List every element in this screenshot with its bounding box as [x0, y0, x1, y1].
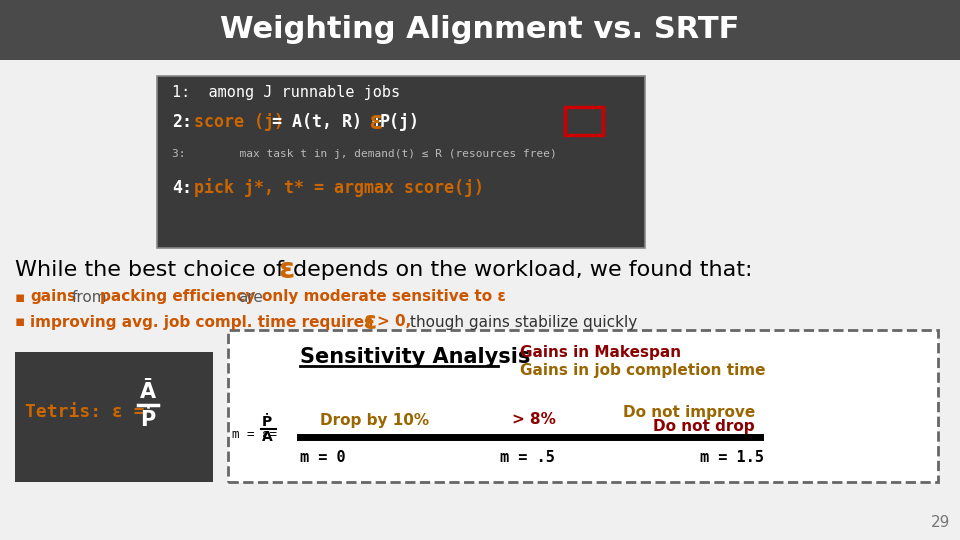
Text: Do not drop: Do not drop	[654, 420, 755, 435]
Text: ▪: ▪	[15, 314, 25, 329]
Text: > 0,: > 0,	[377, 314, 411, 329]
Text: m = .5: m = .5	[500, 450, 555, 465]
Text: m = 0: m = 0	[300, 450, 346, 465]
Text: P(j): P(j)	[380, 113, 420, 131]
Text: ε: ε	[278, 256, 295, 284]
Text: Drop by 10%: Drop by 10%	[320, 413, 429, 428]
Text: packing efficiency: packing efficiency	[100, 289, 255, 305]
Text: ▪: ▪	[15, 289, 25, 305]
Text: m = 1.5: m = 1.5	[700, 450, 764, 465]
Text: ε: ε	[368, 110, 383, 134]
Text: Ā: Ā	[140, 382, 156, 402]
Text: Weighting Alignment vs. SRTF: Weighting Alignment vs. SRTF	[220, 16, 740, 44]
Text: 2:: 2:	[172, 113, 192, 131]
Text: only moderate sensitive to ε: only moderate sensitive to ε	[262, 289, 506, 305]
Text: are: are	[238, 289, 263, 305]
Text: Sensitivity Analysis: Sensitivity Analysis	[300, 347, 530, 367]
Text: Do not improve: Do not improve	[623, 404, 755, 420]
Text: > 8%: > 8%	[512, 413, 556, 428]
Text: ε: ε	[364, 310, 377, 334]
Text: Ā: Ā	[262, 430, 273, 444]
Text: from: from	[72, 289, 108, 305]
Text: Ṗ: Ṗ	[262, 415, 273, 429]
Text: depends on the workload, we found that:: depends on the workload, we found that:	[293, 260, 753, 280]
Text: though gains stabilize quickly: though gains stabilize quickly	[410, 314, 637, 329]
FancyBboxPatch shape	[0, 0, 960, 60]
FancyBboxPatch shape	[15, 352, 213, 482]
Text: = A(t, R) +: = A(t, R) +	[272, 113, 382, 131]
Text: 29: 29	[930, 515, 950, 530]
FancyBboxPatch shape	[228, 330, 938, 482]
Text: While the best choice of: While the best choice of	[15, 260, 284, 280]
Text: Gains in Makespan: Gains in Makespan	[520, 345, 682, 360]
Text: Gains in job completion time: Gains in job completion time	[520, 362, 765, 377]
Text: improving avg. job compl. time requires: improving avg. job compl. time requires	[30, 314, 373, 329]
FancyBboxPatch shape	[157, 76, 645, 248]
Text: 4:: 4:	[172, 179, 192, 197]
Text: score (j): score (j)	[194, 113, 284, 131]
Text: Tetris: ε =: Tetris: ε =	[25, 403, 145, 421]
Text: pick j*, t* = argmax score(j): pick j*, t* = argmax score(j)	[194, 179, 484, 198]
Text: Ṗ: Ṗ	[140, 410, 156, 430]
Text: gains: gains	[30, 289, 76, 305]
Text: 1:  among J runnable jobs: 1: among J runnable jobs	[172, 84, 400, 99]
Text: 3:        max task t in j, demand(t) ≤ R (resources free): 3: max task t in j, demand(t) ≤ R (resou…	[172, 149, 557, 159]
Text: m = ε=: m = ε=	[232, 429, 277, 442]
